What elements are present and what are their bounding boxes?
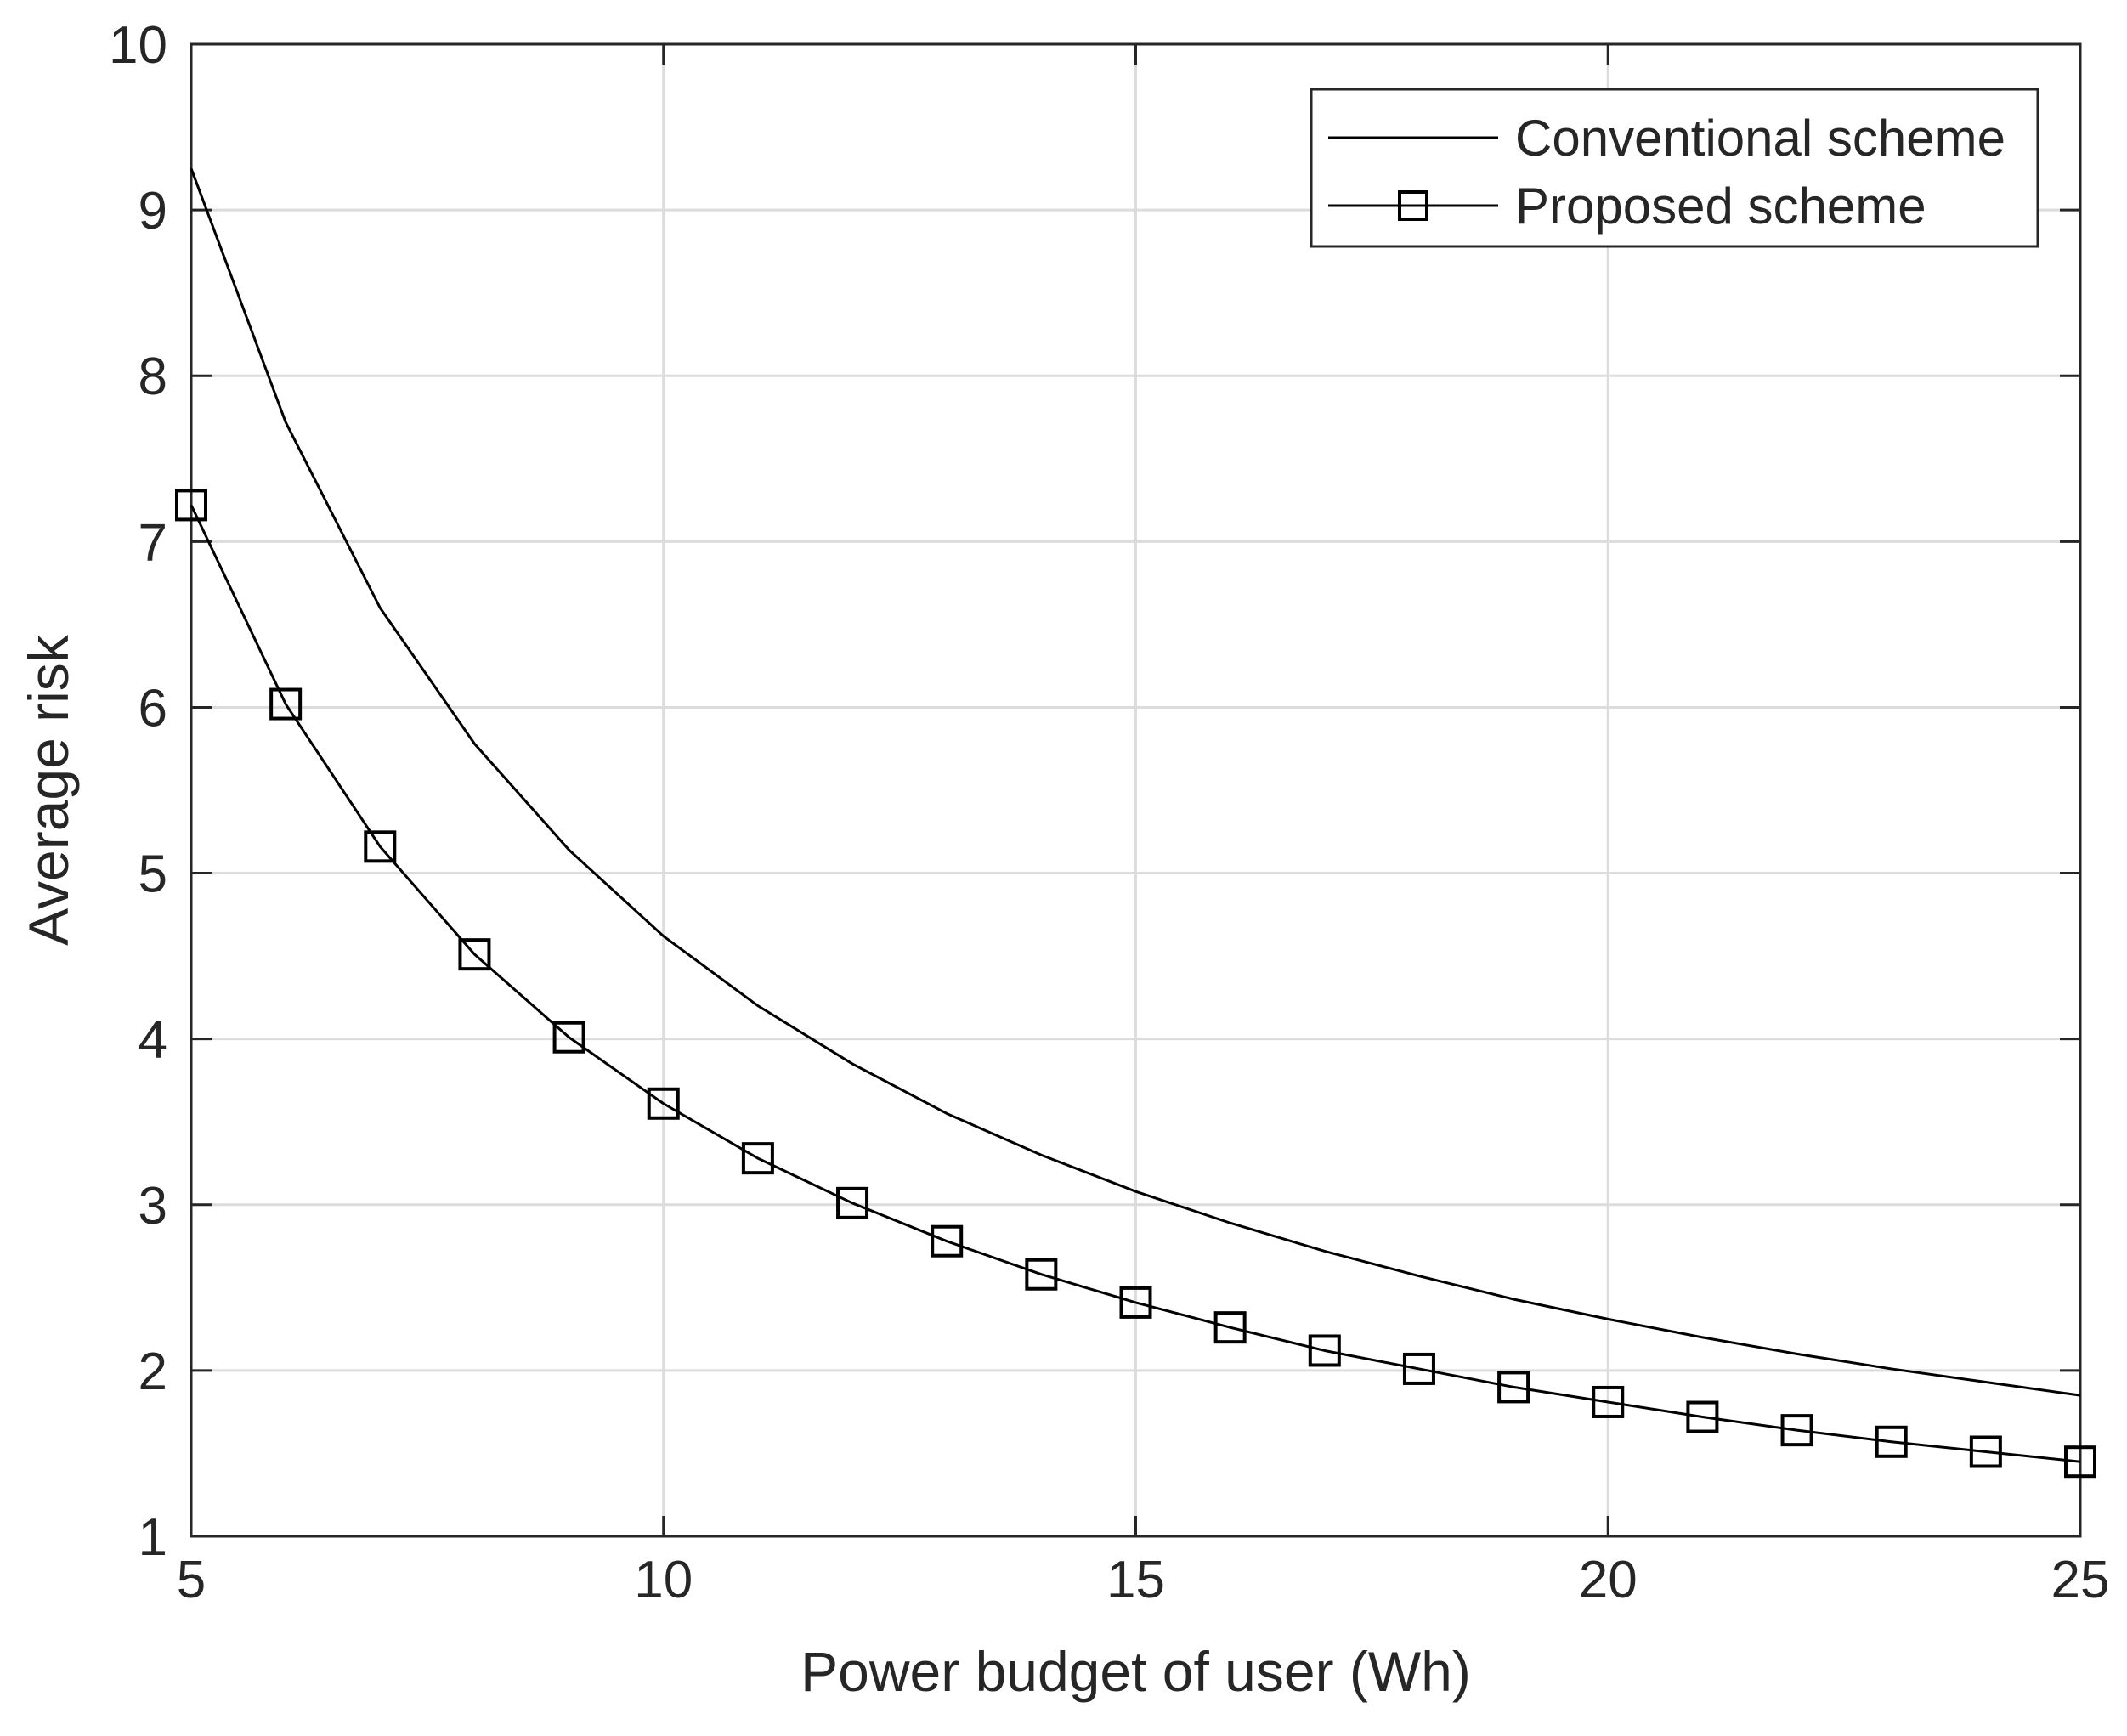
data-point-proposed-scheme	[2064, 1445, 2096, 1479]
data-point-proposed-scheme	[269, 687, 303, 721]
data-point-proposed-scheme	[1592, 1385, 1625, 1418]
data-point-proposed-scheme	[552, 1021, 585, 1054]
x-tick-label: 20	[1579, 1551, 1638, 1609]
x-tick-label: 25	[2051, 1551, 2110, 1609]
series	[175, 167, 2096, 1479]
data-point-proposed-scheme	[1875, 1425, 1908, 1458]
legend-label-proposed: Proposed scheme	[1515, 178, 1926, 235]
series-line-proposed-scheme	[190, 504, 2081, 1463]
data-point-proposed-scheme	[1402, 1352, 1435, 1385]
legend-label-conventional: Conventional scheme	[1515, 110, 2005, 167]
data-point-proposed-scheme	[836, 1186, 869, 1219]
axis-ticks: 5 10 15 20 25 1 2 3 4 5 6 7 8 9 10	[109, 16, 2109, 1609]
y-tick-label: 1	[139, 1508, 167, 1567]
data-point-proposed-scheme	[1025, 1258, 1058, 1291]
data-point-proposed-scheme	[1308, 1334, 1341, 1367]
series-line-conventional-scheme	[190, 167, 2081, 1397]
y-tick-label: 2	[139, 1343, 167, 1401]
data-point-proposed-scheme	[1497, 1371, 1530, 1404]
data-point-proposed-scheme	[741, 1142, 774, 1175]
data-point-proposed-scheme	[1969, 1435, 2002, 1468]
data-point-proposed-scheme	[1119, 1286, 1152, 1319]
y-tick-label: 3	[139, 1177, 167, 1236]
legend: Conventional scheme Proposed scheme	[1310, 88, 2039, 248]
data-point-proposed-scheme	[364, 830, 397, 863]
y-tick-label: 6	[139, 679, 167, 738]
y-axis-title: Average risk	[17, 634, 80, 946]
y-tick-label: 5	[139, 845, 167, 904]
data-point-proposed-scheme	[1213, 1311, 1247, 1344]
y-tick-label: 4	[139, 1011, 167, 1070]
data-point-proposed-scheme	[175, 489, 207, 522]
x-axis-title: Power budget of user (Wh)	[800, 1640, 1471, 1703]
x-tick-label: 15	[1106, 1551, 1165, 1609]
y-tick-label: 8	[139, 348, 167, 406]
y-tick-label: 9	[139, 182, 167, 240]
data-point-proposed-scheme	[1686, 1400, 1719, 1433]
y-tick-label: 10	[109, 16, 167, 75]
legend-marker-proposed	[1398, 190, 1428, 221]
x-tick-label: 5	[177, 1551, 206, 1609]
data-point-proposed-scheme	[458, 938, 491, 971]
data-point-proposed-scheme	[647, 1087, 680, 1120]
legend-box	[1310, 88, 2039, 248]
data-point-proposed-scheme	[1780, 1414, 1813, 1447]
x-tick-label: 10	[634, 1551, 693, 1609]
y-tick-label: 7	[139, 513, 167, 572]
data-point-proposed-scheme	[931, 1224, 964, 1258]
